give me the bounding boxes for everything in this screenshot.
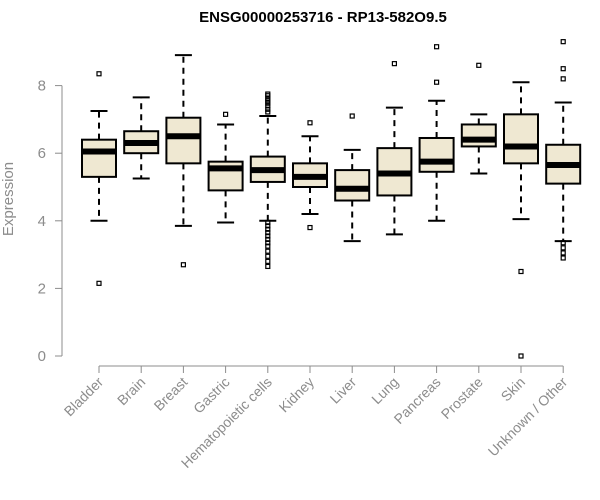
outlier-point [265, 226, 271, 232]
y-tick-label: 2 [38, 280, 46, 297]
x-tick-label: Brain [114, 374, 148, 408]
box-iqr [165, 116, 202, 165]
box-iqr [81, 138, 117, 178]
box-group [165, 54, 202, 268]
boxes-layer [81, 39, 582, 359]
box-iqr [334, 169, 371, 202]
box-group [503, 81, 539, 359]
box-iqr [460, 123, 497, 148]
outlier-point [265, 93, 271, 99]
outlier-point [96, 280, 102, 286]
outlier-point [223, 111, 229, 117]
y-tick-label: 8 [38, 78, 46, 95]
outlier-point [265, 230, 271, 236]
outlier-point [265, 236, 271, 242]
outlier-point [349, 113, 355, 119]
outlier-point [307, 120, 313, 126]
x-tick-label: Breast [151, 374, 191, 414]
outlier-point [265, 263, 271, 270]
outlier-point [560, 240, 566, 246]
x-tick-label: Bladder [61, 374, 107, 420]
box-group [81, 71, 117, 286]
box-group [545, 39, 582, 261]
box-group [376, 61, 413, 236]
x-tick-label: Liver [327, 374, 360, 407]
outlier-point [560, 76, 566, 82]
outlier-point [265, 106, 271, 112]
box-group [207, 111, 244, 224]
outlier-point [265, 103, 271, 109]
outlier-point [518, 353, 524, 359]
outlier-point [560, 245, 566, 251]
outlier-point [265, 248, 271, 254]
x-tick-label: Unknown / Other [485, 374, 571, 460]
box-iqr [503, 113, 539, 165]
x-tick-label: Kidney [276, 374, 318, 416]
outlier-point [265, 100, 271, 106]
box-group [249, 91, 286, 270]
y-tick-label: 0 [38, 348, 46, 365]
outlier-point [518, 268, 524, 275]
outlier-point [391, 61, 397, 67]
outlier-point [96, 71, 102, 77]
x-tick-label: Lung [368, 374, 401, 407]
box-group [460, 62, 497, 175]
outlier-point [180, 262, 186, 268]
outlier-point [265, 219, 271, 226]
outlier-point [560, 250, 566, 256]
outlier-point [265, 253, 271, 259]
outlier-point [265, 243, 271, 249]
outlier-point [265, 240, 271, 246]
outlier-point [265, 233, 271, 239]
outlier-point [560, 255, 566, 261]
y-tick-label: 6 [38, 145, 46, 162]
outlier-point [265, 109, 271, 115]
chart-title: ENSG00000253716 - RP13-582O9.5 [199, 9, 447, 26]
x-tick-label: Prostate [438, 374, 486, 422]
box-group [292, 120, 328, 231]
outlier-point [434, 79, 440, 85]
y-axis: 0 2 4 6 8 [38, 78, 63, 365]
outlier-point [476, 62, 482, 68]
outlier-point [434, 44, 440, 50]
y-tick-label: 4 [38, 213, 46, 230]
y-axis-label: Expression [0, 162, 17, 236]
box-iqr [418, 136, 455, 173]
box-group [418, 44, 455, 222]
outlier-point [265, 258, 271, 264]
outlier-point [560, 39, 566, 45]
outlier-point [307, 224, 313, 231]
box-group [123, 96, 160, 180]
outlier-point [265, 223, 271, 229]
x-tick-label: Pancreas [391, 374, 444, 427]
box-group [334, 113, 371, 243]
x-tick-label: Skin [498, 374, 529, 405]
outlier-point [560, 66, 566, 72]
